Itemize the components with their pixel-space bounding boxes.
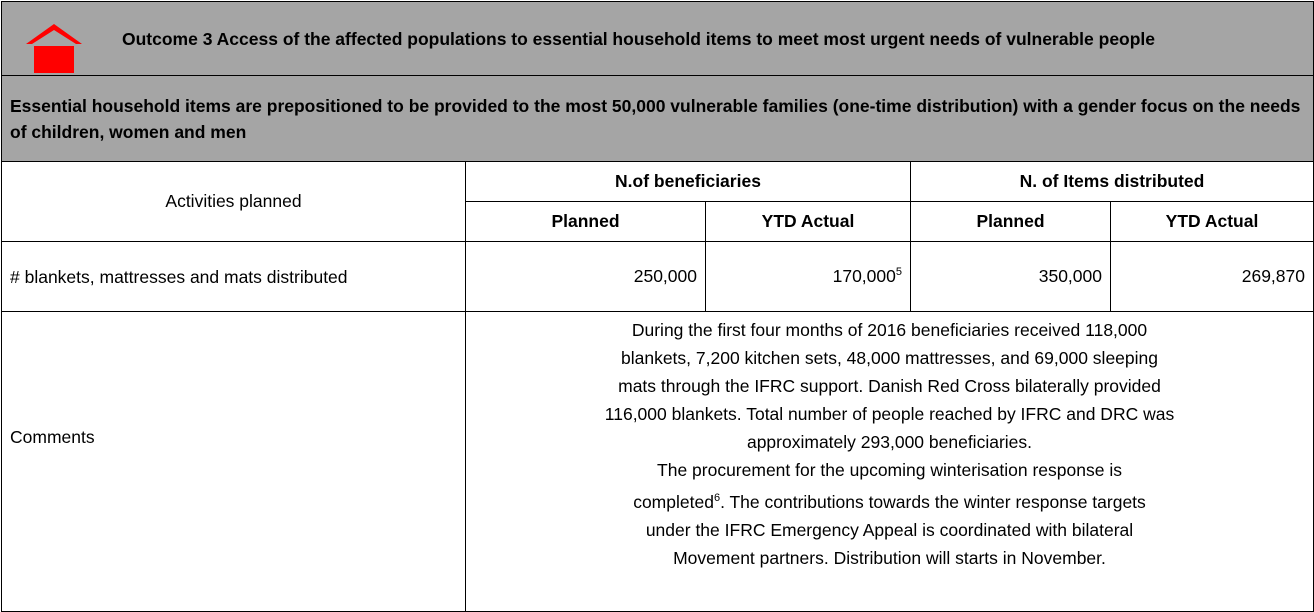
comments-label: Comments <box>10 427 95 447</box>
text: . The contributions towards the winter r… <box>720 491 1146 512</box>
header-cell: N.of beneficiaries <box>465 161 911 202</box>
actual-header: YTD Actual <box>761 211 855 231</box>
title-row: Outcome 3 Access of the affected populat… <box>1 1 1314 76</box>
comment-line: blankets, 7,200 kitchen sets, 48,000 mat… <box>620 348 1158 368</box>
comment-line: The procurement for the upcoming winteri… <box>657 460 1122 480</box>
value: 170,000 <box>832 266 896 286</box>
comment-line: Movement partners. Distribution will sta… <box>673 547 1106 568</box>
items-header: N. of Items distributed <box>1019 171 1205 191</box>
header-cell: Planned <box>910 201 1111 242</box>
planned-header: Planned <box>551 211 620 231</box>
output-row: Essential household items are prepositio… <box>1 75 1314 162</box>
data-row: # blankets, mattresses and mats distribu… <box>1 241 1314 312</box>
header-cell: YTD Actual <box>1110 201 1314 242</box>
activity: # blankets, mattresses and mats distribu… <box>10 266 348 287</box>
comment-line: under the IFRC Emergency Appeal is coord… <box>645 519 1134 540</box>
cell: Comments <box>1 311 466 612</box>
header-row: Activities planned N.of beneficiaries N.… <box>1 161 1314 242</box>
footnote: 5 <box>895 266 902 279</box>
title-cell: Outcome 3 Access of the affected populat… <box>1 1 1314 76</box>
header-cell: N. of Items distributed <box>910 161 1314 202</box>
comment-line: During the first four months of 2016 ben… <box>631 320 1148 340</box>
text: completed <box>633 491 714 512</box>
value: 350,000 <box>1038 266 1102 286</box>
subheader-row: Planned YTD Actual Planned YTD Actual <box>2 201 1314 242</box>
cell: # blankets, mattresses and mats distribu… <box>1 241 466 312</box>
header-cell: YTD Actual <box>705 201 911 242</box>
comment-line: mats through the IFRC support. Danish Re… <box>618 376 1161 396</box>
value: 269,870 <box>1241 266 1305 286</box>
comments-row: Comments During the first four months of… <box>1 311 1314 612</box>
house-icon <box>26 24 82 73</box>
header-cell: Planned <box>465 201 706 242</box>
comment-line: completed6. The contributions towards th… <box>474 484 1305 516</box>
header-cell: Activities planned <box>1 161 466 242</box>
comment-line: approximately 293,000 beneficiaries. <box>746 432 1033 452</box>
beneficiaries-header: N.of beneficiaries <box>615 171 761 191</box>
footnote: 6 <box>713 492 721 504</box>
output-text: Essential household items are prepositio… <box>10 95 1301 142</box>
cell: 350,000 <box>910 241 1111 312</box>
cell: 250,000 <box>465 241 706 312</box>
actual-header: YTD Actual <box>1165 211 1259 231</box>
cell: 170,0005 <box>705 241 911 312</box>
value: 250,000 <box>633 266 697 286</box>
activities-header: Activities planned <box>165 191 302 211</box>
comments-cell: During the first four months of 2016 ben… <box>465 311 1314 612</box>
cell: 269,870 <box>1110 241 1314 312</box>
planned-header: Planned <box>976 211 1045 231</box>
comment-line: 116,000 blankets. Total number of people… <box>604 404 1175 424</box>
outcome-title: Outcome 3 Access of the affected populat… <box>122 28 1156 49</box>
output-cell: Essential household items are prepositio… <box>1 75 1314 162</box>
